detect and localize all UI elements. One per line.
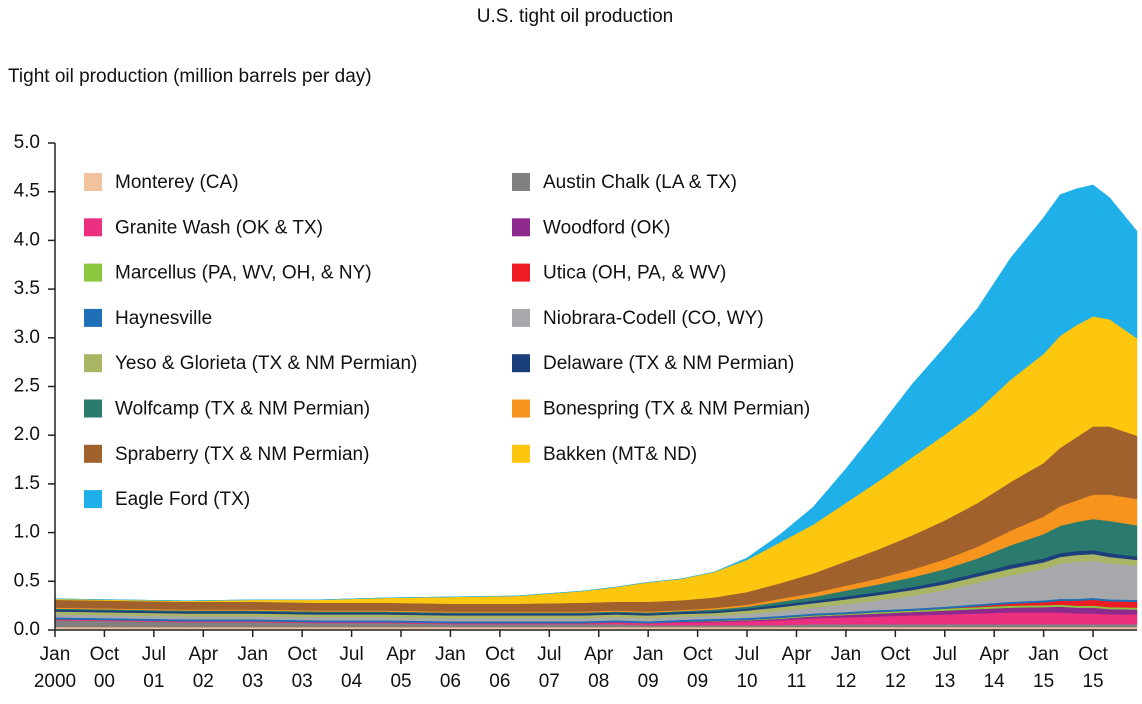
x-tick-label: Jul 04 (339, 644, 364, 692)
legend-label: Woodford (OK) (543, 217, 670, 238)
x-tick-label: Jan 12 (830, 644, 862, 692)
legend-label: Utica (OH, PA, & WV) (543, 263, 726, 284)
legend-swatch (512, 354, 530, 373)
legend-label: Wolfcamp (TX & NM Permian) (115, 399, 370, 420)
x-tick-label: Jan 03 (237, 644, 269, 692)
x-tick-label: Apr 11 (781, 644, 812, 692)
y-tick-label: 2.5 (14, 376, 40, 397)
legend-label: Bakken (MT& ND) (543, 444, 697, 465)
x-tick-label: Jul 01 (141, 644, 166, 692)
chart-title: U.S. tight oil production (477, 6, 673, 27)
y-tick-label: 0.5 (14, 570, 40, 591)
x-tick-label: Jul 10 (734, 644, 760, 692)
y-tick-label: 5.0 (14, 132, 40, 153)
legend-label: Monterey (CA) (115, 172, 239, 193)
legend-swatch (84, 308, 102, 327)
legend: Monterey (CA) Austin Chalk (LA & TX) Grani… (84, 172, 810, 510)
x-tick-label: Apr 05 (386, 644, 416, 692)
area (54, 184, 1138, 602)
x-tick-label: Jul 07 (537, 644, 562, 692)
x-tick-label: Apr 08 (583, 644, 614, 692)
legend-swatch (512, 263, 530, 282)
x-tick-label: Oct 15 (1078, 644, 1108, 692)
y-tick-label: 4.5 (14, 181, 40, 202)
legend-swatch (84, 354, 102, 373)
legend-swatch (84, 263, 102, 282)
x-tick-label: Jan 06 (435, 644, 466, 692)
y-tick-label: 3.0 (14, 327, 40, 348)
legend-swatch (84, 173, 102, 191)
x-tick-label: Jan 2000 (33, 644, 77, 692)
x-tick-label: Jan 15 (1028, 644, 1059, 692)
x-tick-label: Oct 06 (485, 644, 515, 692)
legend-label: Spraberry (TX & NM Permian) (115, 444, 369, 465)
legend-label: Delaware (TX & NM Permian) (543, 353, 794, 374)
x-tick-label: Oct 03 (287, 644, 317, 692)
areas (54, 184, 1138, 631)
y-tick-label: 0.0 (14, 619, 40, 640)
legend-label: Austin Chalk (LA & TX) (543, 172, 737, 193)
legend-label: Eagle Ford (TX) (115, 489, 250, 510)
legend-swatch (512, 218, 530, 237)
y-axis-title: Tight oil production (million barrels pe… (8, 66, 372, 87)
x-tick-label: Apr 14 (979, 644, 1009, 692)
legend-swatch (84, 490, 102, 509)
x-tick-label: Jan 09 (632, 644, 664, 692)
x-tick-label: Oct 00 (89, 644, 120, 692)
x-tick-label: Apr 02 (188, 644, 219, 692)
legend-swatch (512, 173, 530, 191)
legend-swatch (512, 308, 530, 327)
y-tick-label: 3.5 (14, 278, 40, 299)
legend-swatch (84, 444, 102, 463)
y-tick-label: 1.0 (14, 522, 40, 543)
legend-swatch (512, 399, 530, 418)
legend-swatch (84, 218, 102, 237)
legend-swatch (84, 399, 102, 418)
axes: 0.0 0.5 1.0 1.5 2.0 2.5 3.0 3.5 4.0 4.5 5.0 (14, 132, 1137, 640)
y-tick-label: 1.5 (14, 473, 40, 494)
x-tick-label: Oct 09 (682, 644, 713, 692)
legend-label: Yeso & Glorieta (TX & NM Permian) (115, 353, 417, 374)
legend-label: Bonespring (TX & NM Permian) (543, 399, 810, 420)
legend-label: Haynesville (115, 308, 212, 329)
y-tick-label: 2.0 (14, 424, 40, 445)
x-tick-label: Oct 12 (880, 644, 911, 692)
legend-label: Marcellus (PA, WV, OH, & NY) (115, 263, 372, 284)
x-tick-label: Jul 13 (932, 644, 957, 692)
y-tick-label: 4.0 (14, 229, 40, 250)
legend-label: Granite Wash (OK & TX) (115, 217, 323, 238)
legend-swatch (512, 444, 530, 463)
legend-label: Niobrara-Codell (CO, WY) (543, 308, 764, 329)
